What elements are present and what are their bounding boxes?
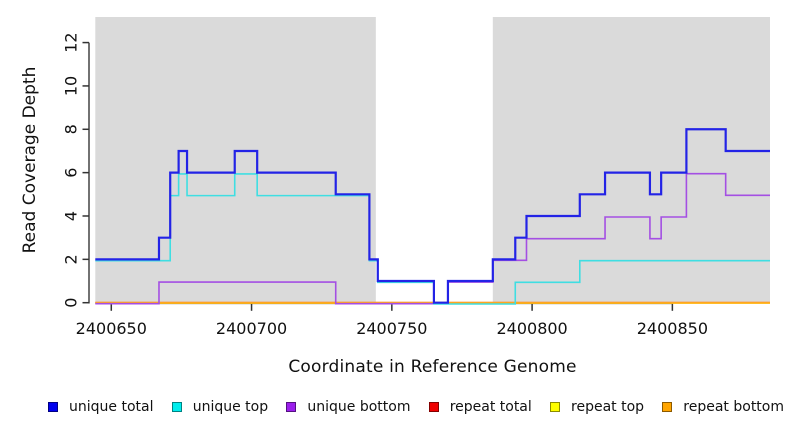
legend-item-unique-top: unique top (171, 399, 269, 415)
legend: unique total unique top unique bottom re… (48, 399, 784, 415)
legend-label: repeat total (449, 399, 532, 415)
x-tick-label: 2400850 (637, 319, 708, 338)
legend-swatch-repeat-top-icon (550, 402, 561, 412)
series-layer (95, 128, 770, 305)
y-tick-label: 8 (62, 124, 81, 134)
legend-label: unique top (192, 399, 269, 415)
legend-swatch-repeat-bottom-icon (662, 402, 673, 412)
series-line-unique-bottom (95, 172, 770, 305)
legend-item-repeat-bottom: repeat bottom (662, 399, 784, 415)
y-tick-label: 6 (62, 168, 81, 178)
coverage-plot: 0 2 4 6 8 10 12 2400650 2400700 2400750 2400800 240… (62, 17, 771, 338)
x-tick-label: 2400800 (496, 319, 567, 338)
legend-item-unique-bottom: unique bottom (286, 399, 410, 415)
masked-region (375, 17, 493, 304)
legend-swatch-unique-top-icon (171, 402, 182, 412)
y-tick-label: 10 (62, 76, 81, 96)
x-tick-label: 2400650 (76, 319, 147, 338)
y-tick-label: 12 (62, 32, 81, 52)
legend-label: repeat top (571, 399, 645, 415)
x-tick-label: 2400750 (356, 319, 427, 338)
legend-swatch-unique-bottom-icon (286, 402, 297, 412)
y-tick-label: 2 (62, 254, 81, 264)
legend-item-repeat-total: repeat total (428, 399, 532, 415)
legend-label: unique total (69, 399, 154, 415)
legend-label: unique bottom (307, 399, 411, 415)
legend-label: repeat bottom (683, 399, 784, 415)
legend-swatch-unique-total-icon (48, 402, 58, 412)
x-axis-title: Coordinate in Reference Genome (288, 357, 577, 377)
y-axis-title: Read Coverage Depth (20, 66, 40, 254)
series-line-unique-top (95, 173, 770, 305)
legend-item-repeat-top: repeat top (550, 399, 644, 415)
x-tick-label: 2400700 (216, 319, 287, 338)
y-tick-label: 0 (62, 298, 81, 308)
series-line-unique-total (95, 128, 770, 304)
legend-swatch-repeat-total-icon (428, 402, 439, 412)
legend-item-unique-total: unique total (48, 399, 153, 415)
y-tick-label: 4 (62, 211, 81, 221)
